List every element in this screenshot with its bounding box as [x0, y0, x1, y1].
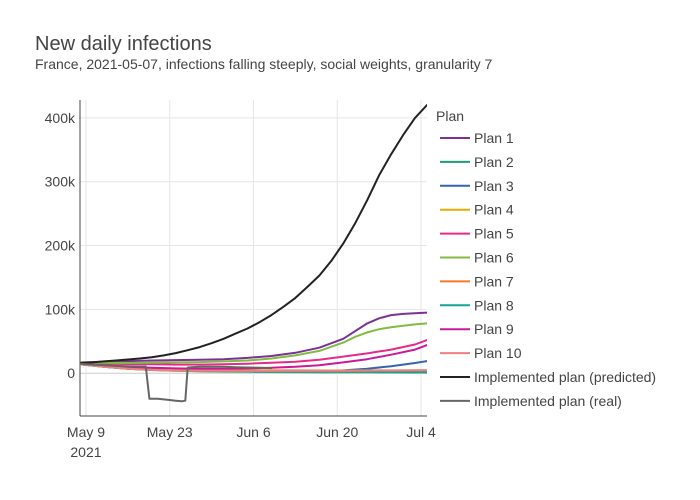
legend-label: Implemented plan (predicted)	[474, 369, 656, 385]
x-tick-label: Jun 6	[236, 424, 270, 440]
series-line-5	[80, 339, 427, 366]
x-tick-sublabel: 2021	[70, 444, 101, 460]
legend-label: Plan 3	[474, 178, 514, 194]
legend-label: Plan 8	[474, 297, 514, 313]
x-tick-label: May 23	[147, 424, 193, 440]
series-line-6	[80, 322, 427, 364]
legend-item: Plan 8	[440, 297, 514, 313]
legend-label: Plan 4	[474, 202, 514, 218]
legend-item: Plan 7	[440, 273, 514, 289]
legend-item: Plan 10	[440, 345, 522, 361]
legend-item: Implemented plan (predicted)	[440, 369, 656, 385]
legend-label: Plan 10	[474, 345, 522, 361]
legend: Plan Plan 1 Plan 2 Plan 3 Plan 4 Plan 5 Plan …	[436, 108, 656, 409]
series-line-1	[80, 311, 427, 364]
series-line-12	[80, 362, 273, 403]
legend-item: Plan 5	[440, 226, 514, 242]
legend-item: Plan 1	[440, 130, 514, 146]
axes: 0 100k 200k 300k 400k May 9 2021 May 23 Jun 6 Jun…	[45, 100, 436, 460]
legend-label: Plan 9	[474, 321, 514, 337]
legend-item: Plan 9	[440, 321, 514, 337]
y-tick-label: 100k	[45, 301, 76, 317]
grid	[80, 100, 427, 416]
legend-item: Plan 6	[440, 250, 514, 266]
chart-title: New daily infections	[35, 33, 212, 55]
series-line-10	[80, 363, 427, 372]
y-tick-label: 300k	[45, 174, 76, 190]
y-tick-label: 400k	[45, 110, 76, 126]
x-tick-label: May 9	[67, 424, 105, 440]
legend-item: Plan 2	[440, 154, 514, 170]
y-tick-label: 200k	[45, 238, 76, 254]
x-tick-label: Jul 4	[406, 424, 436, 440]
legend-title: Plan	[436, 108, 464, 124]
legend-item: Implemented plan (real)	[440, 393, 622, 409]
legend-label: Plan 2	[474, 154, 514, 170]
legend-item: Plan 3	[440, 178, 514, 194]
legend-label: Plan 1	[474, 130, 514, 146]
legend-item: Plan 4	[440, 202, 514, 218]
y-tick-label: 0	[67, 365, 75, 381]
legend-label: Plan 6	[474, 250, 514, 266]
chart-subtitle: France, 2021-05-07, infections falling s…	[35, 56, 493, 72]
legend-label: Plan 5	[474, 226, 514, 242]
series-line-11	[80, 104, 427, 364]
x-tick-label: Jun 20	[316, 424, 358, 440]
legend-label: Implemented plan (real)	[474, 393, 622, 409]
legend-label: Plan 7	[474, 273, 514, 289]
series-lines	[80, 104, 427, 403]
